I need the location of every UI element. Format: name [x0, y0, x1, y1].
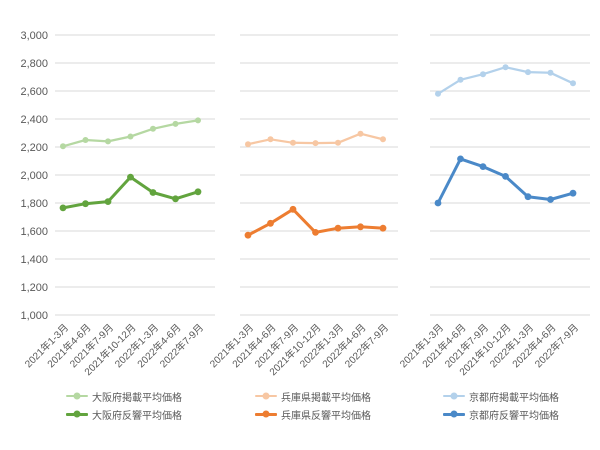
y-axis-tick-label: 2,400 [20, 114, 48, 126]
kyoto-listed-average-price-point [547, 69, 554, 76]
osaka-listed-average-price-point [82, 137, 89, 143]
kyoto-listed-average-price-point [525, 69, 531, 76]
hyogo-response-average-price-point [267, 219, 274, 227]
legend-line-marker-icon [66, 408, 88, 420]
kyoto-listed-average-price-point [570, 80, 576, 87]
kyoto-listed-average-price-point [457, 76, 464, 83]
y-axis-tick-label: 2,600 [20, 86, 48, 98]
kyoto-response-average-price-point [502, 173, 509, 180]
y-axis-tick-label: 1,600 [20, 226, 48, 238]
legend-label: 大阪府掲載平均価格 [92, 392, 182, 404]
line-chart-plot: 3,000 2,800 2,600 2,400 2,200 2,000 1,800 1,600… [20, 30, 590, 378]
legend-line-marker-icon [255, 390, 277, 402]
legend-item-hyogo-listed: 兵庫県掲載平均価格 [255, 388, 371, 404]
kyoto-response-average-price-point [457, 155, 464, 163]
kyoto-response-average-price-point [434, 199, 442, 207]
legend-label: 兵庫県掲載平均価格 [281, 392, 371, 404]
hyogo-response-average-price-point [357, 223, 364, 231]
legend-line-marker-icon [66, 390, 88, 402]
kyoto-response-average-price-line [436, 157, 575, 205]
legend-item-osaka-listed: 大阪府掲載平均価格 [66, 388, 182, 404]
legend-line-marker-icon [443, 390, 465, 402]
hyogo-response-average-price-point [334, 224, 342, 232]
osaka-response-average-price-point [127, 173, 134, 181]
osaka-response-average-price-point [172, 195, 179, 203]
kyoto-response-average-price-point [524, 193, 532, 201]
kyoto-listed-average-price-point [502, 64, 509, 71]
hyogo-listed-average-price-point [357, 130, 364, 137]
hyogo-listed-average-price-point [380, 136, 386, 143]
legend-line-marker-icon [443, 408, 465, 420]
legend-label: 兵庫県反響平均価格 [281, 410, 371, 422]
hyogo-response-average-price-point [379, 224, 387, 232]
osaka-listed-average-price-point [105, 138, 111, 145]
legend-item-hyogo-response: 兵庫県反響平均価格 [255, 406, 371, 422]
y-axis-tick-label: 1,000 [20, 310, 48, 322]
osaka-response-average-price-point [104, 198, 112, 206]
osaka-listed-average-price-point [60, 143, 66, 150]
legend-label: 京都府反響平均価格 [469, 410, 559, 422]
kyoto-response-average-price-point [547, 196, 554, 203]
osaka-response-average-price-point [149, 189, 157, 196]
osaka-listed-average-price-point [150, 125, 156, 132]
legend-label: 大阪府反響平均価格 [92, 410, 182, 422]
legend-line-marker-icon [255, 408, 277, 420]
kyoto-response-average-price-point [479, 163, 487, 171]
hyogo-response-average-price-point [244, 231, 252, 239]
osaka-listed-average-price-point [172, 120, 179, 127]
hyogo-response-average-price-point [312, 229, 319, 236]
y-axis-tick-label: 2,200 [20, 142, 48, 154]
legend-label: 京都府掲載平均価格 [469, 392, 559, 404]
y-axis-tick-label: 1,400 [20, 254, 48, 266]
y-axis-tick-label: 1,800 [20, 198, 48, 210]
osaka-response-average-price-point [59, 204, 67, 212]
kyoto-response-average-price-point [569, 189, 577, 197]
osaka-listed-average-price-point [127, 133, 134, 140]
legend-item-osaka-response: 大阪府反響平均価格 [66, 406, 182, 422]
legend-item-kyoto-listed: 京都府掲載平均価格 [443, 388, 559, 404]
y-axis-tick-label: 1,200 [20, 282, 48, 294]
hyogo-listed-average-price-point [245, 141, 251, 148]
y-axis-tick-label: 2,800 [20, 58, 48, 70]
hyogo-response-average-price-point [289, 205, 297, 213]
hyogo-listed-average-price-point [290, 139, 296, 146]
hyogo-listed-average-price-point [267, 136, 274, 143]
kyoto-listed-average-price-point [435, 90, 441, 97]
kyoto-listed-average-price-point [480, 71, 486, 78]
hyogo-listed-average-price-point [335, 139, 341, 146]
osaka-listed-average-price-point [195, 117, 201, 124]
osaka-response-average-price-point [194, 188, 202, 196]
legend-item-kyoto-response: 京都府反響平均価格 [443, 406, 559, 422]
osaka-response-average-price-point [82, 200, 89, 208]
hyogo-listed-average-price-point [312, 140, 319, 147]
y-axis-tick-label: 3,000 [20, 30, 48, 42]
y-axis-tick-label: 2,000 [20, 170, 48, 182]
